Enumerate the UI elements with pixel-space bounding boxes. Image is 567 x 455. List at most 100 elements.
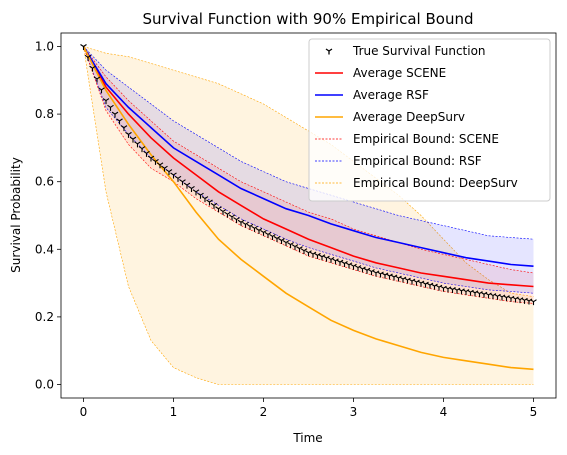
true-survival-marker	[251, 225, 258, 232]
y-tick-label: 0.6	[35, 175, 54, 189]
true-survival-marker	[80, 44, 87, 51]
true-survival-marker	[197, 192, 204, 199]
true-survival-marker	[107, 104, 114, 111]
band-empirical-bound-rsf	[83, 46, 534, 294]
true-survival-marker	[134, 141, 141, 148]
true-survival-marker	[179, 179, 186, 186]
true-survival-marker	[246, 223, 254, 230]
true-survival-marker	[170, 172, 177, 179]
y-tick-label: 1.0	[35, 40, 54, 54]
true-survival-marker	[201, 196, 209, 203]
band-upper-empirical-bound-scene	[83, 46, 534, 274]
x-axis-label: Time	[292, 431, 322, 445]
true-survival-marker	[111, 111, 119, 118]
true-survival-marker	[147, 155, 155, 162]
true-survival-marker	[278, 238, 285, 245]
true-survival-marker	[336, 259, 344, 266]
true-survival-marker	[296, 246, 303, 253]
true-survival-marker	[282, 240, 290, 247]
true-survival-marker	[138, 146, 146, 153]
true-survival-marker	[219, 208, 227, 215]
line-average-scene	[82, 46, 534, 288]
true-survival-marker	[188, 186, 195, 192]
true-survival-marker	[165, 169, 173, 176]
true-survival-marker	[89, 65, 96, 72]
legend: True Survival Function Average SCENE Avera…	[308, 38, 551, 202]
x-tick-label: 4	[440, 405, 448, 419]
true-survival-marker	[390, 274, 398, 281]
true-survival-marker	[98, 87, 105, 94]
true-survival-marker	[242, 221, 249, 228]
true-survival-marker	[224, 211, 231, 218]
true-survival-marker	[120, 125, 128, 132]
y-axis-ticks: 0.0 0.2 0.4 0.6 0.8 1.0	[35, 40, 61, 391]
plot-frame	[60, 32, 557, 399]
true-survival-marker	[318, 254, 326, 261]
band-upper-empirical-bound-rsf	[83, 46, 534, 240]
true-survival-marker	[161, 165, 168, 172]
true-survival-marker	[192, 189, 200, 196]
true-survival-marker	[399, 276, 407, 283]
true-survival-marker	[372, 270, 380, 277]
true-survival-marker	[404, 277, 411, 284]
x-tick-label: 0	[80, 405, 88, 419]
legend-label-average-deepsurv: Average DeepSurv	[353, 110, 465, 124]
true-survival-marker	[377, 271, 384, 278]
true-survival-marker	[206, 199, 213, 206]
true-survival-marker	[368, 269, 375, 276]
true-survival-marker	[309, 251, 317, 258]
true-survival-markers	[80, 44, 537, 306]
true-survival-marker	[350, 263, 357, 270]
true-survival-marker	[125, 131, 132, 138]
true-survival-marker	[152, 158, 159, 165]
true-survival-marker	[156, 162, 164, 169]
y-axis-label: Survival Probability	[9, 157, 23, 273]
true-survival-marker	[291, 244, 299, 251]
true-survival-marker	[183, 182, 191, 189]
true-survival-marker	[129, 136, 137, 143]
legend-label-empirical-bound-scene: Empirical Bound: SCENE	[353, 132, 499, 146]
true-survival-marker	[102, 98, 110, 105]
true-survival-marker	[345, 262, 353, 269]
line-average-rsf	[82, 46, 534, 267]
true-survival-marker	[93, 76, 101, 83]
x-tick-label: 1	[170, 405, 178, 419]
true-survival-marker	[237, 219, 245, 226]
legend-marker-true-survival-function	[325, 48, 333, 55]
y-tick-label: 0.0	[35, 377, 54, 391]
true-survival-marker	[386, 273, 393, 280]
x-axis-ticks: 0 1 2 3 4 5	[80, 398, 537, 419]
true-survival-marker	[300, 248, 308, 255]
y-tick-label: 0.8	[35, 107, 54, 121]
true-survival-marker	[327, 256, 335, 263]
legend-label-empirical-bound-deepsurv: Empirical Bound: DeepSurv	[353, 176, 518, 190]
true-survival-marker	[417, 280, 425, 287]
true-survival-marker	[255, 227, 263, 234]
true-survival-marker	[314, 252, 321, 259]
x-tick-label: 3	[350, 405, 358, 419]
true-survival-marker	[341, 261, 348, 267]
y-tick-label: 0.4	[35, 242, 54, 256]
true-survival-marker	[228, 214, 236, 221]
true-survival-marker	[422, 281, 429, 288]
true-survival-marker	[381, 272, 389, 279]
true-survival-marker	[305, 250, 312, 257]
true-survival-marker	[431, 283, 438, 290]
true-survival-marker	[530, 299, 537, 306]
true-survival-marker	[359, 266, 366, 273]
true-survival-marker	[260, 229, 267, 236]
true-survival-marker	[143, 150, 150, 157]
true-survival-marker	[354, 265, 362, 272]
true-survival-marker	[408, 278, 416, 285]
true-survival-marker	[233, 217, 240, 224]
true-survival-marker	[395, 275, 402, 282]
y-tick-label: 0.2	[35, 310, 54, 324]
true-survival-marker	[435, 284, 443, 291]
true-survival-marker	[332, 258, 339, 265]
true-survival-marker	[269, 233, 276, 240]
true-survival-marker	[116, 118, 123, 125]
legend-label-average-rsf: Average RSF	[353, 88, 429, 102]
legend-box	[308, 38, 551, 202]
true-survival-marker	[323, 255, 330, 262]
